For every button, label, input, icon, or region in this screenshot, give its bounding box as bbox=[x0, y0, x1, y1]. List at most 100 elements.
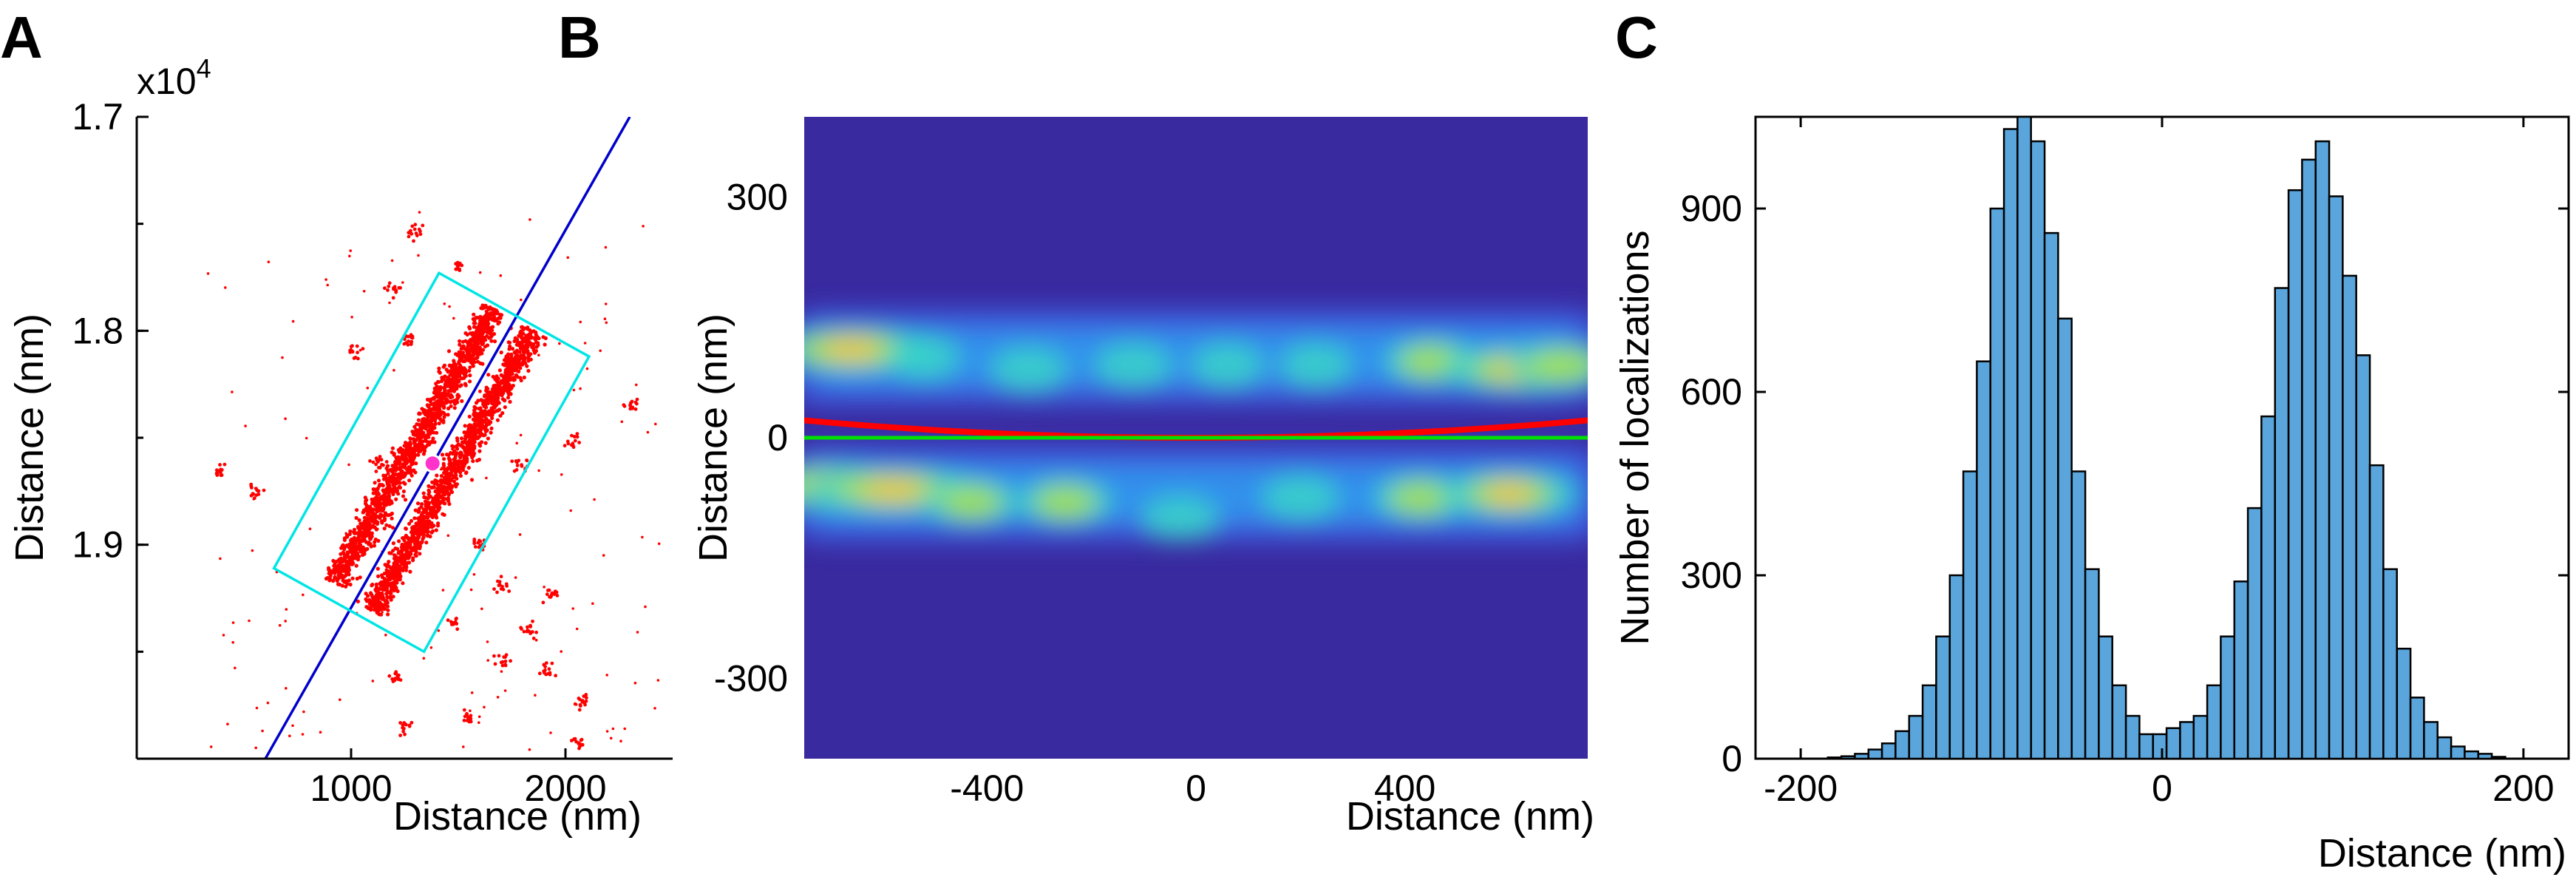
strand-0-point bbox=[485, 333, 489, 339]
strand-1-point bbox=[495, 385, 499, 390]
strand-0-point bbox=[478, 352, 482, 356]
strand-1-point bbox=[495, 393, 500, 398]
strand-1-point bbox=[390, 567, 394, 572]
cluster-7-point bbox=[510, 459, 514, 464]
strand-0-point bbox=[401, 494, 406, 498]
background-point bbox=[633, 681, 637, 685]
strand-1-point bbox=[478, 444, 483, 448]
strand-1-point bbox=[486, 413, 490, 417]
strand-1-point bbox=[507, 374, 512, 379]
strand-0-point bbox=[398, 456, 402, 461]
strand-1-point bbox=[455, 451, 459, 456]
strand-0-point bbox=[398, 481, 402, 485]
background-point bbox=[429, 646, 433, 649]
background-point bbox=[288, 734, 291, 737]
cluster-13-point bbox=[391, 680, 395, 683]
cluster-15-point bbox=[222, 462, 227, 467]
strand-1-point bbox=[404, 561, 408, 565]
strand-0-point bbox=[468, 379, 472, 384]
histogram-bars bbox=[1826, 115, 2507, 760]
strand-1-point bbox=[512, 378, 516, 382]
background-point bbox=[326, 283, 330, 287]
strand-1-point bbox=[419, 504, 424, 509]
cluster-3-point bbox=[350, 350, 355, 354]
cluster-19-point bbox=[462, 708, 466, 712]
cluster-1-point bbox=[387, 281, 392, 285]
background-point bbox=[401, 281, 404, 284]
strand-0-point bbox=[362, 552, 367, 556]
cluster-12-point bbox=[499, 660, 503, 665]
strand-1-point bbox=[526, 349, 530, 353]
strand-1-point bbox=[366, 594, 370, 598]
background-point bbox=[305, 436, 308, 440]
background-point bbox=[583, 342, 587, 345]
cluster-23-point bbox=[368, 459, 372, 463]
histogram-bar bbox=[2124, 714, 2141, 760]
strand-1-point bbox=[417, 533, 421, 538]
strand-0-point bbox=[336, 567, 340, 572]
strand-1-point bbox=[415, 501, 421, 506]
strand-1-point bbox=[531, 342, 536, 347]
strand-0-point bbox=[495, 311, 500, 316]
center-marker bbox=[423, 454, 442, 473]
strand-0-point bbox=[383, 490, 388, 495]
strand-0-point bbox=[435, 430, 439, 435]
strand-0-point bbox=[491, 325, 495, 329]
strand-0-point bbox=[465, 332, 469, 337]
strand-0-point bbox=[398, 446, 403, 450]
x-tick-label: 2000 bbox=[524, 768, 606, 809]
background-point bbox=[344, 532, 348, 535]
strand-0-point bbox=[461, 376, 466, 380]
strand-0-point bbox=[385, 513, 390, 518]
strand-1-point bbox=[389, 581, 393, 586]
cluster-24-point bbox=[493, 394, 497, 399]
background-point bbox=[646, 430, 650, 434]
background-point bbox=[418, 211, 421, 214]
strand-0-point bbox=[480, 342, 484, 347]
strand-0-point bbox=[375, 488, 379, 493]
x-axis-label: Distance (nm) bbox=[2318, 831, 2566, 876]
background-point bbox=[657, 542, 661, 546]
strand-0-point bbox=[429, 397, 433, 402]
strand-0-point bbox=[409, 471, 413, 475]
background-point bbox=[469, 709, 472, 712]
background-point bbox=[591, 602, 594, 605]
background-point bbox=[231, 390, 234, 393]
cluster-7-point bbox=[515, 464, 520, 467]
strand-0-point bbox=[463, 382, 468, 386]
strand-0-point bbox=[341, 578, 345, 583]
strand-0-point bbox=[414, 433, 418, 438]
strand-0-point bbox=[446, 370, 450, 374]
strand-0-point bbox=[436, 379, 441, 384]
strand-0-point bbox=[461, 344, 466, 348]
strand-0-point bbox=[468, 373, 472, 378]
strand-1-point bbox=[364, 605, 369, 609]
strand-0-point bbox=[441, 376, 446, 381]
strand-1-point bbox=[418, 552, 422, 556]
cluster-8-point bbox=[444, 487, 448, 492]
strand-0-point bbox=[437, 407, 442, 412]
cluster-20-point bbox=[579, 738, 583, 742]
strand-0-point bbox=[418, 428, 423, 433]
strand-0-point bbox=[471, 364, 475, 368]
cluster-22-point bbox=[507, 589, 512, 593]
strand-1-point bbox=[466, 424, 471, 428]
cluster-6-point bbox=[571, 441, 575, 446]
strand-1-point bbox=[506, 352, 511, 356]
strand-1-point bbox=[405, 544, 409, 549]
cluster-11-point bbox=[455, 627, 460, 631]
background-point bbox=[291, 319, 295, 323]
strand-1-point bbox=[472, 453, 476, 458]
cluster-2-point bbox=[417, 227, 421, 231]
strand-0-point bbox=[358, 546, 362, 551]
strand-0-point bbox=[418, 444, 423, 448]
strand-0-point bbox=[387, 524, 392, 529]
histogram-bar bbox=[2030, 140, 2046, 760]
background-point bbox=[349, 249, 353, 252]
background-point bbox=[483, 705, 486, 709]
strand-0-point bbox=[411, 461, 415, 466]
strand-1-point bbox=[378, 581, 382, 586]
strand-0-point bbox=[364, 521, 369, 526]
strand-1-point bbox=[379, 596, 384, 600]
strand-1-point bbox=[407, 521, 412, 526]
